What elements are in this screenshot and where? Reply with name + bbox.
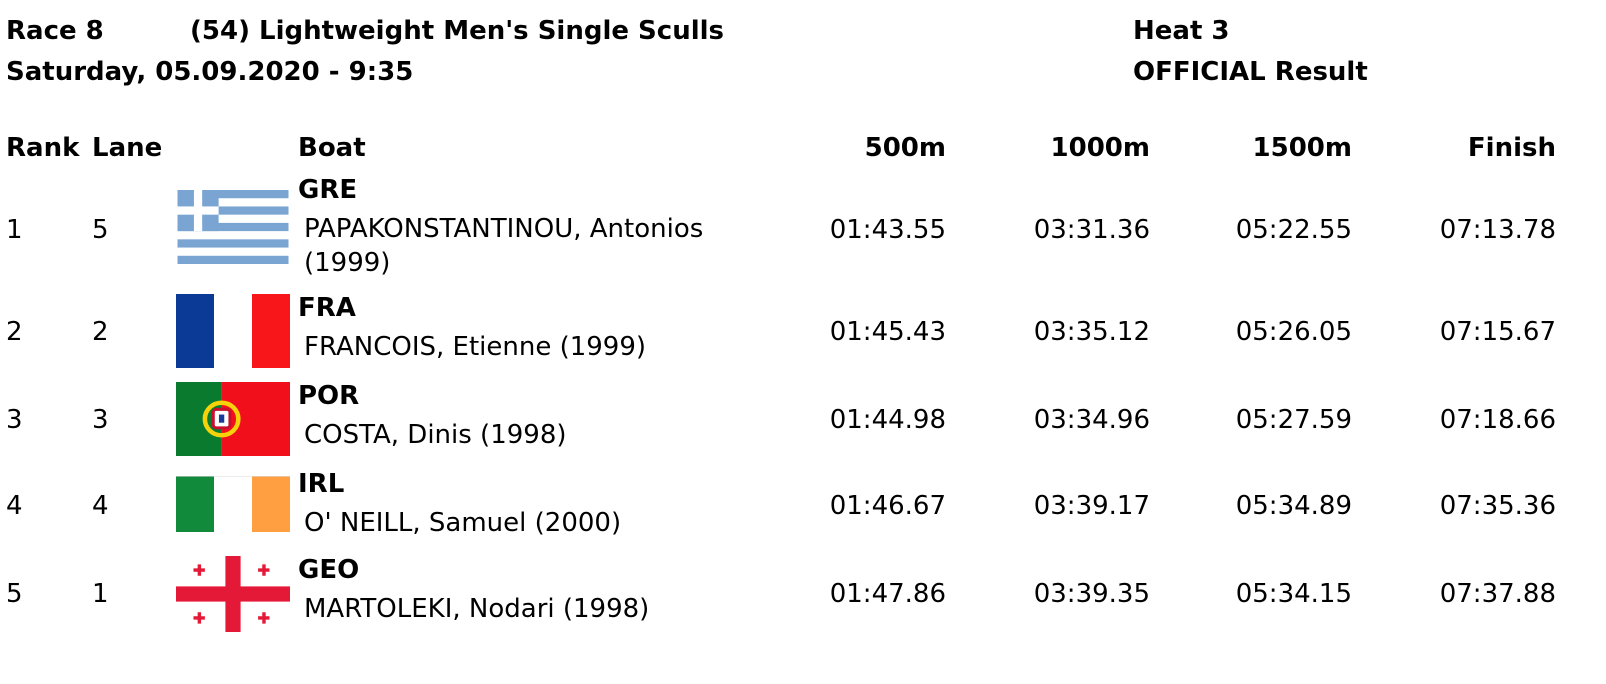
lane-cell: 2 xyxy=(92,317,109,347)
rank-cell: 2 xyxy=(6,317,23,347)
table-row: 3 3 POR COSTA, Dinis (1998) 01:44.98 03:… xyxy=(0,381,1606,462)
lane-cell: 5 xyxy=(92,215,109,245)
rank-cell: 5 xyxy=(6,579,23,609)
split-1500m: 05:34.15 xyxy=(1235,579,1352,609)
country-code: GRE xyxy=(298,175,358,205)
country-code: GEO xyxy=(298,555,360,585)
heat-label: Heat 3 xyxy=(1133,16,1230,46)
table-row: 1 5 GRE PAPAKONSTANTINOU, Antonios (1999… xyxy=(0,174,1606,282)
rower-name: COSTA, Dinis (1998) xyxy=(304,420,567,450)
split-500m: 01:43.55 xyxy=(829,215,946,245)
ireland-flag-icon xyxy=(176,476,290,532)
finish-time: 07:15.67 xyxy=(1439,317,1556,347)
georgia-flag-icon xyxy=(176,556,290,632)
finish-time: 07:13.78 xyxy=(1439,215,1556,245)
finish-time: 07:35.36 xyxy=(1439,491,1556,521)
split-1000m: 03:34.96 xyxy=(1033,405,1150,435)
col-header-lane: Lane xyxy=(92,133,163,163)
table-row: 5 1 GEO MARTOLEKI, Nodari (1998) 01:47.8… xyxy=(0,555,1606,660)
race-number: Race 8 xyxy=(6,16,104,46)
col-header-1500m: 1500m xyxy=(1252,133,1352,163)
rower-name: O' NEILL, Samuel (2000) xyxy=(304,508,622,538)
rower-name-cont: (1999) xyxy=(304,248,391,278)
split-1000m: 03:39.17 xyxy=(1033,491,1150,521)
rank-cell: 4 xyxy=(6,491,23,521)
portugal-flag-icon xyxy=(176,382,290,456)
split-500m: 01:47.86 xyxy=(829,579,946,609)
country-code: FRA xyxy=(298,293,356,323)
split-1500m: 05:27.59 xyxy=(1235,405,1352,435)
race-date-time: Saturday, 05.09.2020 - 9:35 xyxy=(6,57,414,87)
rower-name: MARTOLEKI, Nodari (1998) xyxy=(304,594,650,624)
split-500m: 01:45.43 xyxy=(829,317,946,347)
split-1500m: 05:26.05 xyxy=(1235,317,1352,347)
country-code: POR xyxy=(298,381,360,411)
finish-time: 07:18.66 xyxy=(1439,405,1556,435)
split-1500m: 05:22.55 xyxy=(1235,215,1352,245)
lane-cell: 4 xyxy=(92,491,109,521)
split-1000m: 03:35.12 xyxy=(1033,317,1150,347)
split-1000m: 03:31.36 xyxy=(1033,215,1150,245)
split-500m: 01:44.98 xyxy=(829,405,946,435)
split-1000m: 03:39.35 xyxy=(1033,579,1150,609)
col-header-500m: 500m xyxy=(864,133,946,163)
rower-name: FRANCOIS, Etienne (1999) xyxy=(304,332,647,362)
split-1500m: 05:34.89 xyxy=(1235,491,1352,521)
lane-cell: 3 xyxy=(92,405,109,435)
finish-time: 07:37.88 xyxy=(1439,579,1556,609)
rank-cell: 3 xyxy=(6,405,23,435)
greece-flag-icon xyxy=(176,190,290,264)
result-status: OFFICIAL Result xyxy=(1133,57,1368,87)
race-event-title: (54) Lightweight Men's Single Sculls xyxy=(190,16,725,46)
split-500m: 01:46.67 xyxy=(829,491,946,521)
country-code: IRL xyxy=(298,469,345,499)
table-row: 2 2 FRA FRANCOIS, Etienne (1999) 01:45.4… xyxy=(0,293,1606,374)
col-header-finish: Finish xyxy=(1467,133,1556,163)
table-row: 4 4 IRL O' NEILL, Samuel (2000) 01:46.67… xyxy=(0,469,1606,556)
col-header-boat: Boat xyxy=(298,133,366,163)
col-header-rank: Rank xyxy=(6,133,80,163)
col-header-1000m: 1000m xyxy=(1050,133,1150,163)
rank-cell: 1 xyxy=(6,215,23,245)
france-flag-icon xyxy=(176,294,290,368)
lane-cell: 1 xyxy=(92,579,109,609)
rower-name: PAPAKONSTANTINOU, Antonios xyxy=(304,214,704,244)
